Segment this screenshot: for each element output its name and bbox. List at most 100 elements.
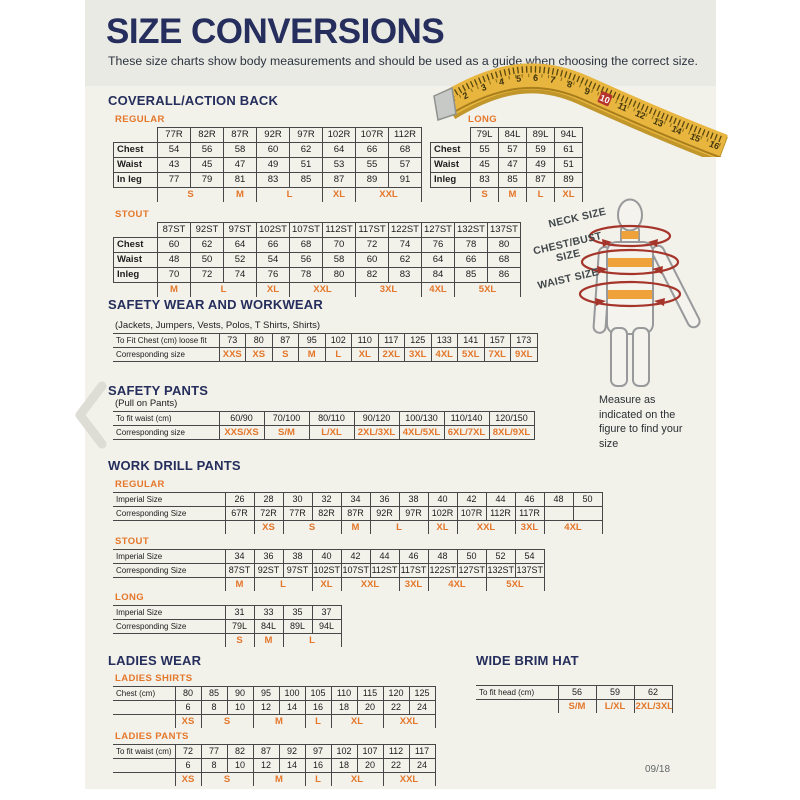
value-cell: 80 (322, 267, 356, 283)
row-label-cell: To fit waist (cm) (113, 411, 220, 426)
value-cell: 18 (330, 700, 358, 715)
row-label-cell: Corresponding size (113, 347, 220, 362)
value-cell: 80 (174, 686, 202, 701)
svg-text:13: 13 (652, 116, 665, 129)
value-cell: 102ST (311, 563, 342, 578)
value-cell: 83 (256, 172, 290, 188)
value-cell: 37 (311, 605, 342, 620)
work-drill-regular-table: Imperial Size 26 28 30 32 34 36 38 40 42 44 46 48 50 C… (113, 492, 603, 534)
section-safety-pants-heading: SAFETY PANTS (108, 383, 209, 398)
figure-head (617, 198, 643, 232)
column-header-cell: 102R (322, 127, 356, 143)
value-cell: 115 (356, 686, 384, 701)
svg-text:2: 2 (461, 90, 470, 101)
value-cell: 157 (483, 333, 511, 348)
svg-text:6: 6 (533, 73, 538, 83)
size-group-cell: L (304, 772, 332, 786)
value-cell: 45 (190, 157, 224, 173)
column-header-cell: 94L (554, 127, 583, 143)
sizes-spacer-cell (113, 520, 226, 534)
value-cell: 102 (324, 333, 352, 348)
value-cell: 86 (487, 267, 521, 283)
size-group-cell: S (157, 187, 224, 202)
value-cell: 60/90 (218, 411, 265, 426)
value-cell: 55 (355, 157, 389, 173)
ladies-pants-table: To fit waist (cm) 72 77 82 87 92 97 102 107 112 11… (113, 744, 436, 786)
value-cell: 76 (421, 237, 455, 253)
value-cell: 82R (311, 506, 342, 521)
footer-date: 09/18 (645, 764, 671, 775)
value-cell: 90 (226, 686, 254, 701)
value-cell: 132ST (485, 563, 516, 578)
row-label-cell: Waist (430, 157, 471, 173)
value-cell: 92R (369, 506, 400, 521)
value-cell: 141 (457, 333, 485, 348)
tape-numbers: 234 5 6 7 89 10 11 12 13 14 15 16 (461, 73, 721, 152)
size-value-cell: XXS (218, 347, 246, 362)
value-cell: 80 (487, 237, 521, 253)
size-group-cell: L (256, 187, 323, 202)
row-label-cell: To fit waist (cm) (113, 744, 176, 759)
value-cell: 89 (554, 172, 583, 188)
size-group-cell: S (224, 633, 255, 647)
size-group-cell: S (200, 714, 254, 728)
waist-band (608, 290, 652, 299)
value-cell: 56 (190, 142, 224, 158)
value-cell: 87ST (224, 563, 255, 578)
value-cell: 62 (388, 252, 422, 268)
body-figure-graphic (578, 198, 701, 387)
column-header-cell: 102ST (256, 222, 290, 238)
value-cell: 64 (322, 142, 356, 158)
value-cell: 85 (200, 686, 228, 701)
value-cell: 50 (190, 252, 224, 268)
size-value-cell: 3XL (404, 347, 432, 362)
value-cell: 87R (340, 506, 371, 521)
value-cell: 60 (355, 252, 389, 268)
row-label-cell: Waist (113, 252, 158, 268)
row-label-cell: Chest (113, 237, 158, 253)
size-group-cell: M (340, 520, 371, 534)
column-header-cell: 89L (526, 127, 555, 143)
value-cell: 47 (223, 157, 257, 173)
row-label-cell: To fit head (cm) (476, 685, 559, 700)
value-cell: 120 (382, 686, 410, 701)
row-label-cell: Inleg (113, 267, 158, 283)
value-cell: 102 (330, 744, 358, 759)
row-label-cell: Corresponding Size (113, 506, 226, 521)
value-cell: 112R (485, 506, 516, 521)
value-cell: 33 (253, 605, 284, 620)
svg-text:3: 3 (480, 82, 488, 93)
svg-text:12: 12 (634, 108, 647, 121)
value-cell: 70 (322, 237, 356, 253)
value-cell: 62 (633, 685, 673, 700)
value-cell: 48 (427, 549, 458, 564)
value-cell: 30 (282, 492, 313, 507)
work-drill-long-table: Imperial Size 31 33 35 37 Corresponding Size 7… (113, 605, 342, 647)
size-group-cell: L (253, 577, 313, 591)
value-cell: 16 (304, 700, 332, 715)
value-cell: 51 (289, 157, 323, 173)
value-cell: 54 (157, 142, 191, 158)
value-cell: 133 (430, 333, 458, 348)
page-subtitle: These size charts show body measurements… (108, 54, 698, 68)
value-cell: 6 (174, 700, 202, 715)
value-cell: 52 (485, 549, 516, 564)
value-cell: 122ST (427, 563, 458, 578)
size-group-cell: S (470, 187, 499, 202)
value-cell: 77 (157, 172, 191, 188)
value-cell: 31 (224, 605, 255, 620)
value-cell: 117 (408, 744, 436, 759)
size-value-cell: 4XL (430, 347, 458, 362)
size-group-cell: XXL (355, 187, 422, 202)
value-cell: 34 (340, 492, 371, 507)
value-cell: 70/100 (263, 411, 310, 426)
value-cell: 54 (514, 549, 545, 564)
column-header-cell: 84L (498, 127, 527, 143)
row-label-cell: Corresponding size (113, 425, 220, 440)
size-value-cell: 9XL (510, 347, 538, 362)
value-cell: 43 (157, 157, 191, 173)
value-cell: 62 (289, 142, 323, 158)
value-cell: 84 (421, 267, 455, 283)
value-cell: 82 (355, 267, 389, 283)
value-cell: 20 (356, 700, 384, 715)
